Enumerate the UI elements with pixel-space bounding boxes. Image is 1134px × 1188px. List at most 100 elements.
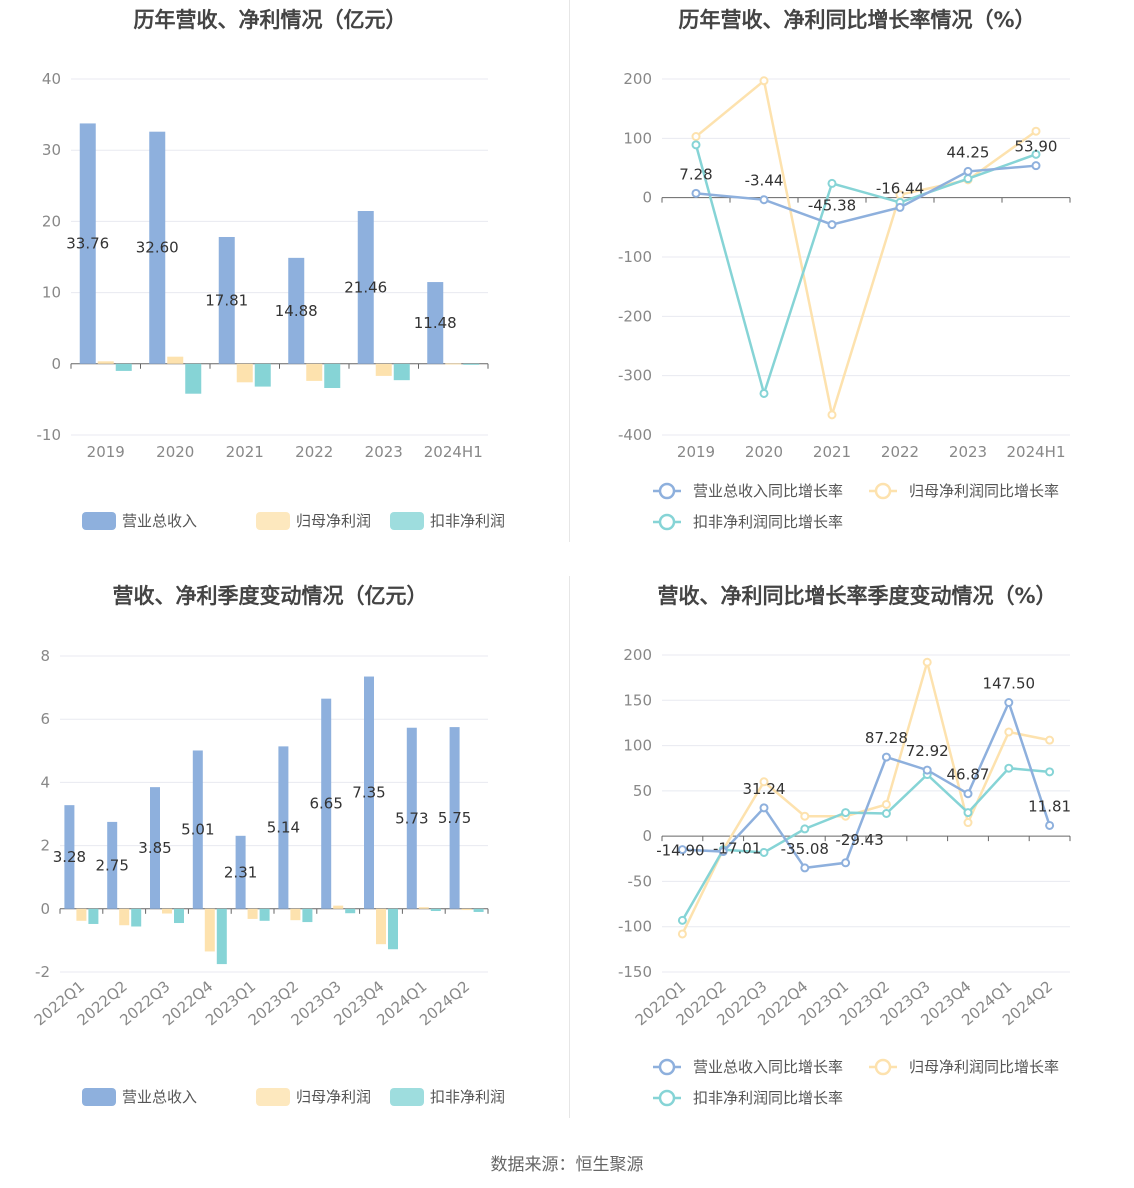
vertical-divider-top <box>569 0 570 542</box>
bar-data-label: 6.65 <box>309 795 342 813</box>
bar-net-profit <box>119 908 130 926</box>
x-tick-label: 2019 <box>677 443 715 461</box>
bar-net-profit <box>445 363 462 365</box>
series-point <box>827 410 837 420</box>
bar-net-profit <box>306 363 323 381</box>
legend-swatch <box>390 512 424 530</box>
bar-deducted-profit <box>185 363 202 394</box>
series-point <box>827 178 837 188</box>
y-tick-label: 0 <box>642 189 652 207</box>
bar-net-profit <box>290 908 301 921</box>
bar-net-profit <box>76 908 87 921</box>
series-line-0 <box>682 699 1051 870</box>
series-point <box>800 811 810 821</box>
legend-marker <box>874 1058 892 1076</box>
line-data-label: 72.92 <box>906 742 949 760</box>
y-tick-label: 0 <box>40 900 50 918</box>
bar-revenue <box>149 131 166 364</box>
bar-data-label: 5.75 <box>438 809 471 827</box>
legend-marker <box>658 482 676 500</box>
series-point <box>881 752 891 762</box>
line-data-label: 147.50 <box>983 675 1036 693</box>
vertical-divider-bottom <box>569 576 570 1118</box>
y-tick-label: -300 <box>618 367 652 385</box>
bar-data-label: 14.88 <box>275 302 318 320</box>
series-point <box>922 765 932 775</box>
legend-label: 归母净利润同比增长率 <box>909 1058 1059 1076</box>
annual-amount-chart: 40 30 20 10 0 -10 2019 2020 2021 2022 2023 2024H1 33… <box>37 70 505 530</box>
annual-growth-panel: 历年营收、净利同比增长率情况（%） 200 100 0 -100 -200 -300 -40… <box>567 0 1134 560</box>
bar-revenue <box>288 257 305 364</box>
line-data-label: 31.24 <box>743 780 786 798</box>
bar-revenue <box>64 805 75 909</box>
series-point <box>841 858 851 868</box>
series-point <box>963 789 973 799</box>
bar-data-label: 2.31 <box>224 863 257 881</box>
x-tick-label: 2021 <box>813 443 851 461</box>
bar-data-label: 2.75 <box>95 856 128 874</box>
bar-data-label: 3.85 <box>138 839 171 857</box>
bar-data-label: 3.28 <box>53 848 86 866</box>
series-point <box>759 195 769 205</box>
line-data-label: -14.90 <box>656 842 704 860</box>
bar-revenue <box>427 282 444 364</box>
y-tick-label: 0 <box>642 827 652 845</box>
legend-label: 扣非净利润 <box>430 512 505 530</box>
bar-deducted-profit <box>174 908 184 924</box>
x-tick-label: 2023 <box>949 443 987 461</box>
bar-data-label: 5.14 <box>267 819 300 837</box>
series-point <box>963 808 973 818</box>
line-data-label: 11.81 <box>1028 797 1071 815</box>
legend-swatch <box>256 512 290 530</box>
bar-net-profit <box>204 908 215 952</box>
bar-data-label: 21.46 <box>344 278 387 296</box>
line-data-label: -3.44 <box>745 172 784 190</box>
series-point <box>691 132 701 142</box>
legend-label: 营业总收入 <box>122 512 197 530</box>
annual-amount-title: 历年营收、净利情况（亿元） <box>133 8 407 32</box>
y-tick-label: 8 <box>40 647 50 665</box>
legend-label: 归母净利润 <box>296 1088 371 1106</box>
bar-deducted-profit <box>259 908 270 921</box>
bar-deducted-profit <box>345 908 356 914</box>
bar-net-profit <box>375 363 392 376</box>
series-point <box>1031 161 1041 171</box>
series-point <box>1045 820 1055 830</box>
y-tick-label: -2 <box>35 963 50 981</box>
series-point <box>1004 727 1014 737</box>
series-point <box>759 847 769 857</box>
bar-net-profit <box>236 363 253 383</box>
series-line-2 <box>694 144 1037 398</box>
data-source: 数据来源：恒生聚源 <box>490 1155 644 1175</box>
bar-deducted-profit <box>302 908 313 923</box>
bar-data-label: 5.73 <box>395 809 428 827</box>
bar-data-label: 17.81 <box>205 291 248 309</box>
series-point <box>881 799 891 809</box>
y-tick-label: -100 <box>618 918 652 936</box>
series-point <box>1004 698 1014 708</box>
bar-net-profit <box>167 356 184 364</box>
y-tick-label: 4 <box>40 773 50 791</box>
series-point <box>800 863 810 873</box>
bar-net-profit <box>247 908 258 919</box>
x-tick-label: 2020 <box>745 443 783 461</box>
series-line-1 <box>681 657 1050 935</box>
line-data-label: -16.44 <box>876 179 924 197</box>
bar-data-label: 5.01 <box>181 821 214 839</box>
bar-deducted-profit <box>463 363 480 365</box>
series-point <box>922 657 932 667</box>
bar-deducted-profit <box>131 908 142 927</box>
x-tick-label: 2020 <box>156 443 194 461</box>
series-point <box>677 915 687 925</box>
series-point <box>718 847 728 857</box>
bar-data-label: 33.76 <box>66 235 109 253</box>
bar-deducted-profit <box>88 908 99 924</box>
series-point <box>691 140 701 150</box>
line-data-label: -35.08 <box>781 840 829 858</box>
series-point <box>677 845 687 855</box>
legend-label: 归母净利润 <box>296 512 371 530</box>
annual-growth-chart: 200 100 0 -100 -200 -300 -400 2019 2020 2021 2022 2… <box>618 70 1071 531</box>
line-data-label: -29.43 <box>835 831 883 849</box>
y-tick-label: 6 <box>40 710 50 728</box>
y-tick-label: -150 <box>618 963 652 981</box>
